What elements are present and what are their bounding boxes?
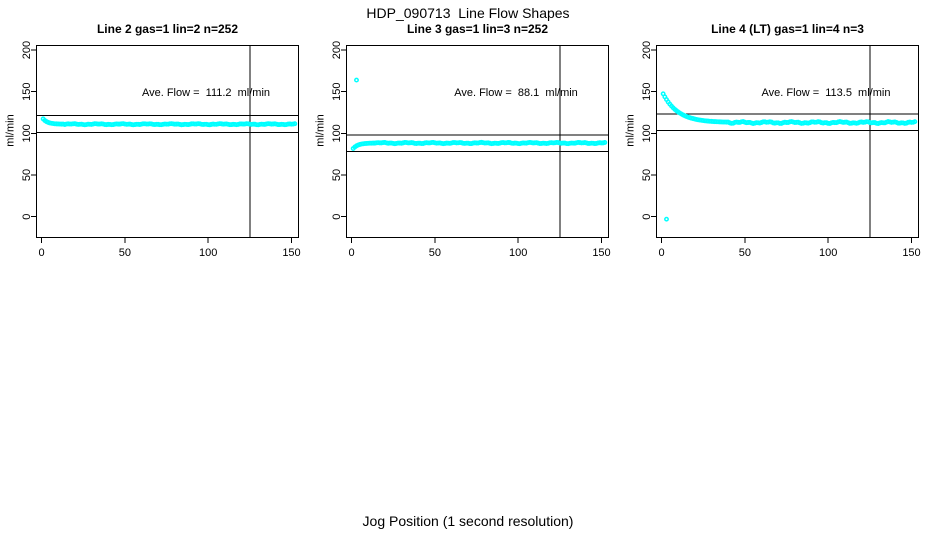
- x-axis-label: Jog Position (1 second resolution): [362, 513, 574, 529]
- y-axis-label: ml/min: [314, 114, 327, 147]
- svg-text:150: 150: [902, 247, 920, 259]
- svg-text:100: 100: [819, 247, 837, 259]
- svg-text:0: 0: [38, 247, 44, 259]
- svg-text:100: 100: [331, 124, 343, 142]
- ave-flow-annotation: Ave. Flow = 88.1 ml/min: [454, 87, 578, 99]
- plot-area-line2: 0 50 100 150 200 0 50 100 150: [21, 41, 301, 259]
- svg-text:100: 100: [641, 124, 653, 142]
- svg-text:50: 50: [739, 247, 751, 259]
- svg-text:0: 0: [658, 247, 664, 259]
- panel-line2-title: Line 2 gas=1 lin=2 n=252: [96, 22, 239, 36]
- y-axis-label: ml/min: [4, 114, 17, 147]
- ave-flow-annotation: Ave. Flow = 111.2 ml/min: [141, 87, 271, 99]
- svg-text:0: 0: [641, 214, 653, 220]
- svg-text:50: 50: [429, 247, 441, 259]
- svg-text:50: 50: [331, 169, 343, 181]
- plot-area-line3: 0 50 100 150 200 0 50 100 150: [331, 41, 611, 259]
- svg-text:50: 50: [21, 169, 33, 181]
- svg-text:100: 100: [199, 247, 217, 259]
- plot-area-line4: 0 50 100 150 200 0 50 100 150: [641, 41, 921, 259]
- panel-line2: Line 2 gas=1 lin=2 n=252 ml/min Ave. Flo…: [5, 0, 301, 290]
- svg-text:150: 150: [592, 247, 610, 259]
- svg-text:150: 150: [641, 83, 653, 101]
- main-title: HDP_090713 Line Flow Shapes: [366, 5, 570, 21]
- svg-text:50: 50: [641, 169, 653, 181]
- svg-text:200: 200: [331, 41, 343, 59]
- panel-line4-title: Line 4 (LT) gas=1 lin=4 n=3: [711, 22, 864, 36]
- svg-text:50: 50: [119, 247, 131, 259]
- y-axis-label: ml/min: [624, 114, 637, 147]
- svg-text:0: 0: [21, 214, 33, 220]
- svg-text:100: 100: [509, 247, 527, 259]
- svg-text:150: 150: [282, 247, 300, 259]
- svg-text:150: 150: [331, 83, 343, 101]
- svg-text:0: 0: [348, 247, 354, 259]
- svg-text:100: 100: [21, 124, 33, 142]
- svg-text:150: 150: [21, 83, 33, 101]
- svg-text:0: 0: [331, 214, 343, 220]
- ave-flow-annotation: Ave. Flow = 113.5 ml/min: [761, 87, 891, 99]
- panel-line4: Line 4 (LT) gas=1 lin=4 n=3 ml/min Ave. …: [625, 0, 921, 290]
- svg-text:200: 200: [21, 41, 33, 59]
- panel-line3: Line 3 gas=1 lin=3 n=252 ml/min Ave. Flo…: [315, 0, 611, 290]
- panel-line3-title: Line 3 gas=1 lin=3 n=252: [406, 22, 549, 36]
- svg-text:200: 200: [641, 41, 653, 59]
